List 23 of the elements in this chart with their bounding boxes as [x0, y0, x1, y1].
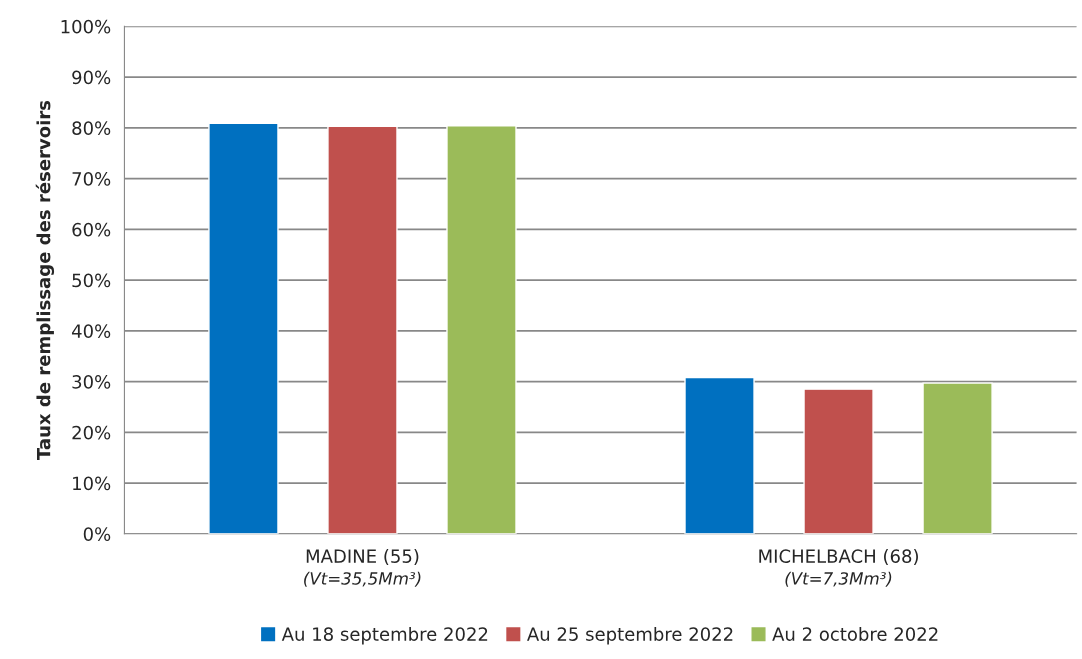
bar: [208, 122, 279, 534]
y-tick-label: 60%: [72, 222, 111, 237]
bar: [803, 388, 874, 534]
y-tick-label: 40%: [71, 324, 111, 338]
bar: [922, 382, 993, 534]
y-tick-label: 30%: [72, 375, 111, 389]
x-tick-label: MADINE (55) (Vt=35,5Mm³): [304, 549, 421, 587]
y-tick-label: 80%: [72, 121, 111, 135]
y-tick-label: 100%: [61, 19, 111, 34]
legend-label: Au 18 septembre 2022: [281, 626, 488, 645]
y-tick-label: 90%: [72, 70, 111, 85]
y-tick-label: 50%: [72, 273, 111, 288]
y-tick-label: 0%: [83, 527, 111, 541]
y-axis-title: Taux de remplissage des réservoirs: [35, 100, 55, 461]
bar: [684, 376, 755, 534]
y-tick-label: 70%: [72, 172, 111, 186]
x-tick-label: MICHELBACH (68) (Vt=7,3Mm³): [759, 549, 918, 587]
bar: [446, 125, 517, 534]
y-tick-label: 20%: [72, 425, 111, 440]
legend-label: Au 25 septembre 2022: [527, 626, 733, 645]
y-tick-label: 10%: [73, 476, 111, 491]
bar: [327, 125, 398, 534]
legend-label: Au 2 octobre 2022: [772, 626, 938, 641]
